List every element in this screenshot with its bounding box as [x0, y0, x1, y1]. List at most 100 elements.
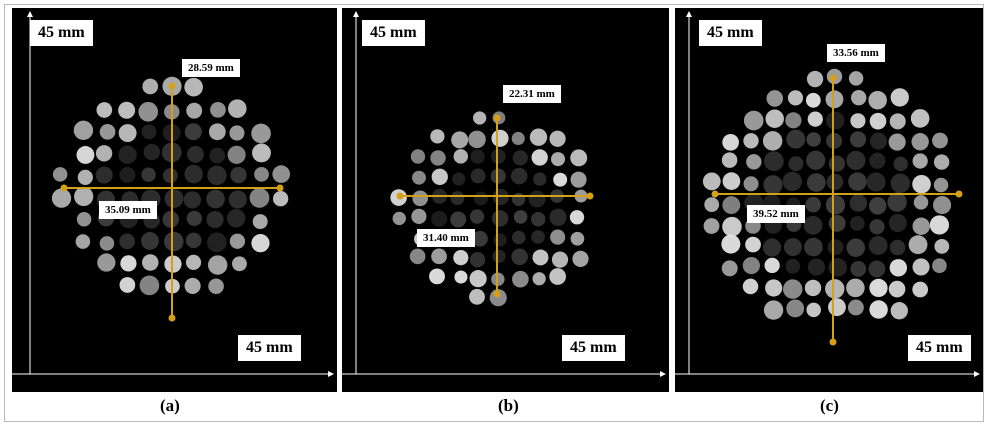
dot	[722, 216, 742, 237]
dot	[207, 165, 227, 186]
dot	[453, 250, 469, 266]
dot	[703, 218, 720, 234]
dot	[96, 102, 113, 118]
dot	[722, 133, 739, 151]
dot	[929, 215, 950, 235]
panel-a-scale-bottom: 45 mm	[238, 335, 301, 361]
dot	[185, 232, 202, 249]
dot	[206, 189, 225, 209]
dot	[491, 129, 509, 147]
dot	[570, 171, 587, 188]
dot	[742, 256, 760, 275]
dot	[118, 124, 137, 142]
dot	[850, 89, 867, 106]
dot	[868, 260, 886, 278]
dot	[430, 129, 445, 144]
dot	[848, 71, 864, 86]
dot	[139, 275, 160, 296]
dot	[208, 278, 224, 295]
dot	[785, 258, 801, 274]
dot	[783, 279, 803, 299]
caption-b: (b)	[498, 396, 519, 415]
panel-a-image: 45 mm 28.59 mm 35.09 mm 45 mm	[12, 8, 337, 392]
dot	[804, 237, 823, 257]
dot	[721, 152, 738, 168]
dot	[890, 173, 911, 194]
dot	[392, 211, 406, 226]
dot	[251, 123, 271, 144]
dot	[850, 216, 865, 231]
dot	[893, 156, 908, 172]
dot	[888, 133, 906, 151]
dot	[722, 172, 741, 190]
dot	[468, 130, 486, 149]
dot	[469, 209, 485, 224]
dot	[806, 302, 821, 318]
dot	[490, 168, 506, 184]
dot	[412, 170, 426, 185]
dot	[531, 149, 548, 166]
panel-b-scale-top: 45 mm	[362, 20, 425, 46]
dot	[430, 150, 446, 166]
dot	[164, 231, 184, 252]
dot	[868, 236, 888, 255]
panel-c-drawing	[675, 11, 980, 377]
caption-a: (a)	[160, 396, 180, 415]
dot	[866, 172, 886, 192]
dot	[803, 215, 823, 235]
axis-arrow-right	[328, 371, 334, 377]
dot	[187, 145, 204, 163]
dot	[849, 131, 867, 148]
dot	[889, 259, 908, 277]
dot	[76, 146, 95, 164]
dot	[226, 209, 246, 228]
dot	[847, 299, 864, 316]
dot	[141, 124, 157, 140]
dot	[230, 166, 247, 184]
dot	[208, 123, 226, 141]
dot	[162, 211, 180, 228]
dot	[97, 253, 116, 272]
dot	[512, 230, 526, 245]
dot	[184, 77, 203, 97]
dot	[869, 219, 885, 235]
dot	[722, 196, 741, 214]
dot	[492, 249, 506, 263]
dot	[531, 230, 545, 244]
dot	[911, 133, 929, 151]
dot	[272, 165, 291, 183]
dot	[232, 256, 247, 272]
dot	[141, 167, 156, 182]
dot	[806, 70, 824, 88]
dot	[532, 249, 549, 266]
dot	[52, 167, 68, 182]
dot	[207, 232, 227, 253]
dot	[572, 250, 589, 267]
dot	[227, 145, 246, 164]
dot	[185, 254, 202, 270]
dot	[762, 238, 782, 257]
dot	[450, 211, 467, 228]
dot	[529, 128, 548, 146]
dot	[74, 186, 94, 207]
dot	[826, 132, 843, 149]
dot	[473, 111, 487, 125]
dot	[142, 78, 159, 95]
dot	[99, 236, 115, 251]
dot	[512, 150, 528, 166]
dot	[409, 248, 426, 265]
dot	[912, 258, 930, 276]
dot	[570, 149, 588, 167]
dot	[549, 268, 567, 285]
dot	[138, 101, 159, 122]
dot	[118, 145, 137, 164]
dot	[887, 192, 907, 212]
dot	[828, 258, 848, 277]
dot	[184, 164, 203, 184]
dot	[252, 214, 268, 230]
dot	[210, 101, 226, 118]
dot	[510, 167, 528, 185]
dot	[786, 299, 805, 318]
axis-arrow-up	[686, 11, 692, 17]
dot	[764, 257, 780, 274]
